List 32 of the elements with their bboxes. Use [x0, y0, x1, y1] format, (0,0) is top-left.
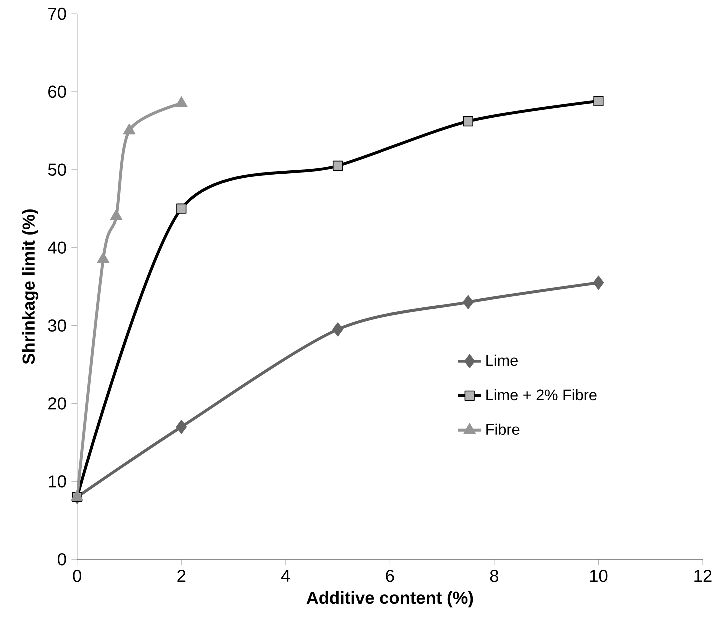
- point: [463, 116, 474, 126]
- y-tick-label: 40: [48, 242, 66, 254]
- y-tick-label: 50: [48, 164, 66, 176]
- legend-label: Lime: [486, 354, 518, 366]
- y-axis-title: Shrinkage limit (%): [22, 209, 39, 364]
- x-tick-label: 10: [590, 570, 608, 582]
- point: [97, 252, 110, 264]
- point: [593, 276, 604, 290]
- x-tick-label: 4: [281, 570, 290, 582]
- x-tick-label: 2: [178, 570, 186, 582]
- y-tick-label: 30: [48, 319, 66, 332]
- y-tick-label: 60: [48, 86, 66, 98]
- point: [332, 322, 344, 337]
- y-tick-label: 10: [48, 475, 66, 488]
- point: [594, 96, 604, 106]
- point: [176, 204, 187, 214]
- point: [123, 124, 136, 135]
- legend-label: Lime + 2% Fibre: [486, 389, 597, 400]
- legend-label: Fibre: [486, 424, 520, 435]
- y-tick-label: 20: [48, 397, 66, 410]
- point: [110, 209, 123, 220]
- x-tick-label: 12: [694, 570, 712, 582]
- x-axis-title: Additive content (%): [306, 591, 474, 608]
- y-tick-label: 0: [58, 553, 66, 566]
- point: [175, 96, 188, 108]
- x-tick-label: 8: [490, 570, 499, 582]
- point: [462, 295, 474, 310]
- point: [176, 420, 188, 434]
- point: [332, 160, 344, 171]
- x-tick-label: 6: [386, 570, 394, 582]
- y-tick-label: 70: [48, 8, 66, 20]
- x-tick-label: 0: [73, 570, 82, 582]
